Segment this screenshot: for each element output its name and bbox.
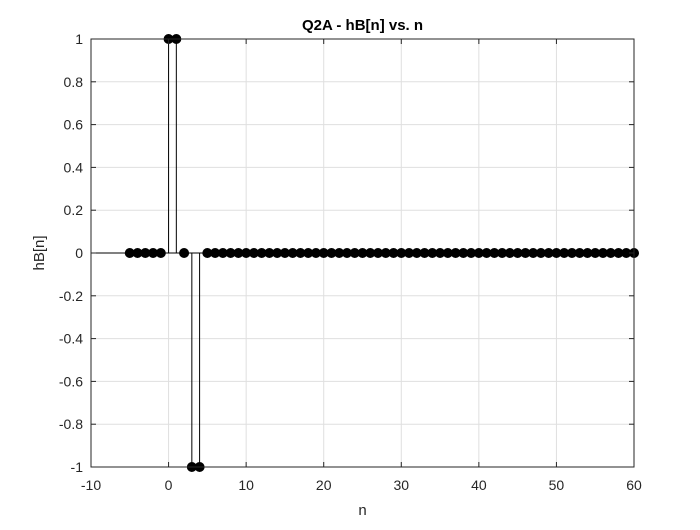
x-tick-label: -10 bbox=[81, 477, 101, 493]
x-tick-label: 20 bbox=[316, 477, 332, 493]
stem-marker bbox=[179, 248, 190, 258]
y-tick-label: 0.2 bbox=[64, 202, 84, 218]
stem-marker bbox=[155, 248, 166, 258]
y-tick-label: 0.4 bbox=[64, 159, 84, 175]
y-tick-label: -1 bbox=[71, 459, 84, 475]
x-tick-label: 60 bbox=[626, 477, 642, 493]
y-tick-label: -0.2 bbox=[59, 288, 83, 304]
y-tick-label: 1 bbox=[75, 31, 83, 47]
y-tick-label: 0 bbox=[75, 245, 83, 261]
y-tick-label: 0.8 bbox=[64, 74, 84, 90]
x-ticks: -10 0 10 20 30 40 50 60 bbox=[81, 39, 642, 493]
x-axis-label: n bbox=[358, 502, 366, 519]
x-tick-label: 40 bbox=[471, 477, 487, 493]
x-tick-label: 0 bbox=[165, 477, 173, 493]
x-tick-label: 30 bbox=[393, 477, 409, 493]
y-tick-label: 0.6 bbox=[64, 117, 84, 133]
x-tick-label: 50 bbox=[549, 477, 565, 493]
x-tick-label: 10 bbox=[238, 477, 254, 493]
y-ticks: -1 -0.8 -0.6 -0.4 -0.2 0 0.2 0.4 0.6 0.8 1 bbox=[59, 31, 634, 475]
y-tick-label: -0.6 bbox=[59, 373, 83, 389]
markers bbox=[124, 34, 639, 472]
y-tick-label: -0.4 bbox=[59, 331, 83, 347]
stems bbox=[168, 39, 201, 467]
chart-title: Q2A - hB[n] vs. n bbox=[302, 17, 423, 34]
y-axis-label: hB[n] bbox=[31, 235, 48, 270]
y-tick-label: -0.8 bbox=[59, 416, 83, 432]
